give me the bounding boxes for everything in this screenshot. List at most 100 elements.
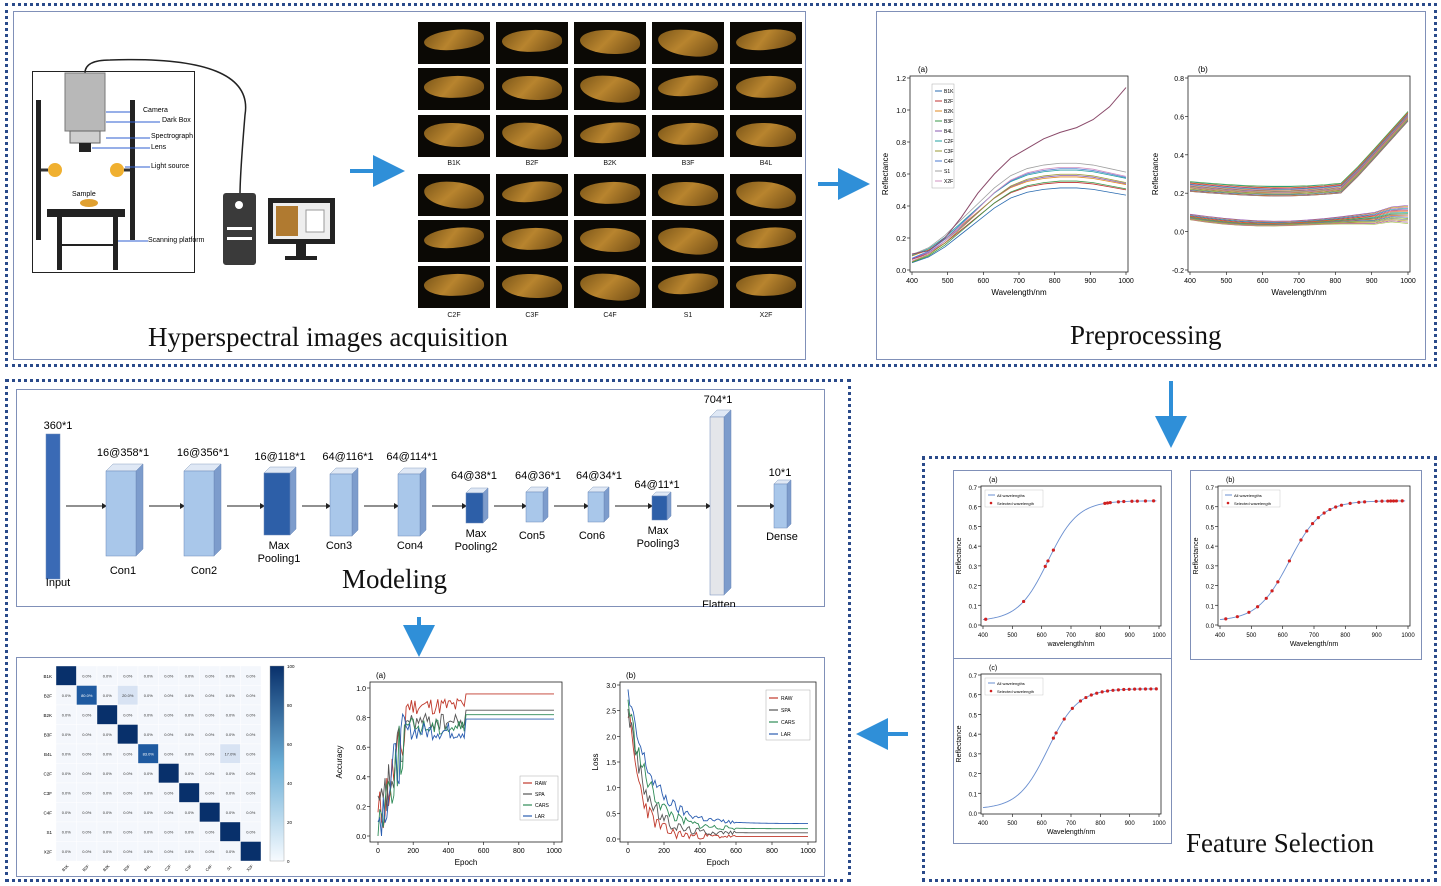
cell-value: 0.0% — [185, 693, 195, 698]
cell-value: 0.0% — [144, 712, 154, 717]
leaf-shape — [656, 269, 720, 299]
layer-shape-label: 16@356*1 — [177, 447, 229, 459]
matrix-cell — [219, 821, 241, 842]
cell-value: 0.0% — [62, 849, 72, 854]
light-source-icon — [41, 163, 62, 177]
selected-wavelength-point — [1095, 691, 1099, 695]
tobacco-leaf-image — [418, 174, 490, 216]
cell-value: 0.0% — [144, 693, 154, 698]
cell-value: 0.0% — [205, 829, 215, 834]
layer-name-label: Pooling2 — [455, 541, 498, 553]
cell-value: 0.0% — [103, 810, 113, 815]
cell-value: 0.0% — [62, 771, 72, 776]
column-label: B2F — [81, 863, 90, 872]
feature-selection-chart-b: 400 500 600 700 800 900 1000 0.0 0.1 0.2 0.3 0.4 0.5… — [1193, 477, 1415, 648]
x-tick-label: 1000 — [1152, 821, 1166, 827]
layer-block — [329, 473, 353, 537]
layer-arrowhead — [260, 503, 265, 509]
leaf-shape — [580, 228, 640, 252]
layer-shape-label: 64@11*1 — [634, 479, 679, 491]
cell-value: 0.0% — [205, 790, 215, 795]
tobacco-leaf-image — [574, 68, 646, 110]
y-tick-label: 0.5 — [969, 713, 978, 719]
y-tick-label: 0.6 — [1174, 114, 1184, 121]
selected-wavelength-point — [1310, 521, 1315, 526]
layer-name-label: Max — [466, 528, 487, 540]
layer-name-label: Pooling3 — [637, 538, 680, 550]
cell-value: 0.0% — [82, 790, 92, 795]
cell-value: 0.0% — [205, 712, 215, 717]
y-tick-label: 0.4 — [1206, 545, 1215, 551]
layer-shape-label: 64@34*1 — [576, 470, 622, 482]
spectrum-line — [1189, 208, 1409, 223]
spectrum-line — [1189, 211, 1409, 224]
legend-entry: B4L — [944, 129, 953, 135]
spectrum-line — [1189, 209, 1409, 224]
tobacco-leaf-image — [496, 22, 568, 64]
x-tick-label: 400 — [1215, 633, 1226, 639]
y-tick-label: 0.6 — [1206, 506, 1215, 512]
cell-value: 0.0% — [185, 849, 195, 854]
matrix-cell — [96, 704, 118, 725]
cell-value: 0.0% — [246, 732, 256, 737]
y-tick-label: 0.8 — [356, 716, 366, 723]
layer-name-label: Pooling1 — [258, 553, 301, 565]
monitor-icon — [268, 198, 335, 260]
layer-shape-label: 704*1 — [704, 394, 733, 406]
x-tick-label: 800 — [1095, 821, 1106, 827]
y-tick-label: 0.2 — [1206, 585, 1215, 591]
layer-shape-label: 64@116*1 — [322, 451, 373, 463]
x-tick-label: 400 — [443, 848, 455, 855]
selected-wavelength-point — [1386, 499, 1390, 503]
spectrum-line — [1189, 120, 1409, 197]
leaf-shape — [656, 71, 720, 101]
spectrum-line — [1189, 210, 1409, 224]
spectrum-line — [1189, 119, 1409, 195]
x-tick-label: 1000 — [546, 848, 562, 855]
tobacco-leaf-image — [418, 220, 490, 262]
selected-wavelength-point — [1256, 605, 1260, 609]
all-wavelengths-line — [982, 688, 1157, 808]
legend-box — [984, 677, 1044, 696]
cell-value: 0.0% — [205, 673, 215, 678]
leaf-shape — [424, 123, 484, 147]
cell-value: 0.0% — [144, 790, 154, 795]
layer-block — [263, 472, 291, 536]
selected-wavelength-point — [1374, 499, 1378, 503]
matrix-cell — [199, 802, 221, 823]
matrix-cell — [240, 841, 262, 862]
layer-name-label: Max — [648, 525, 669, 537]
cell-value: 0.0% — [62, 693, 72, 698]
layer-side-face — [723, 409, 732, 596]
column-label: B2K — [102, 863, 111, 872]
selected-wavelength-point — [1276, 580, 1280, 584]
x-tick-label: 400 — [906, 278, 918, 285]
leaf-shape — [422, 223, 486, 253]
x-tick-label: 600 — [977, 278, 989, 285]
x-tick-label: 700 — [1013, 278, 1025, 285]
feature-selection-chart-c: 400 500 600 700 800 900 1000 0.0 0.1 0.2 0.3 0.4 0.5… — [956, 665, 1166, 836]
matrix-cell — [178, 782, 200, 803]
loss-line — [627, 689, 809, 825]
x-tick-label: 700 — [1066, 633, 1077, 639]
cell-value: 0.0% — [205, 693, 215, 698]
x-tick-label: 800 — [513, 848, 525, 855]
selected-wavelength-point — [1394, 499, 1399, 503]
x-tick-label: 1000 — [800, 848, 816, 855]
spectrum-line — [1189, 112, 1409, 188]
spectrum-line — [1189, 219, 1409, 227]
spectrum-line — [1189, 207, 1409, 223]
y-tick-label: 0.1 — [969, 792, 978, 798]
y-tick-label: 0.0 — [896, 268, 906, 275]
selected-wavelength-point — [1138, 687, 1142, 691]
tobacco-leaf-image — [652, 266, 724, 308]
selected-wavelength-point — [1051, 548, 1055, 552]
y-axis-label: Accuracy — [335, 746, 344, 779]
legend-entry: Selected wavelength — [997, 689, 1034, 694]
accuracy-line — [377, 693, 554, 829]
layer-shape-label: 16@118*1 — [254, 451, 305, 463]
cell-value: 0.0% — [246, 810, 256, 815]
cell-value: 0.0% — [62, 751, 72, 756]
spectrum-line — [1189, 116, 1409, 193]
